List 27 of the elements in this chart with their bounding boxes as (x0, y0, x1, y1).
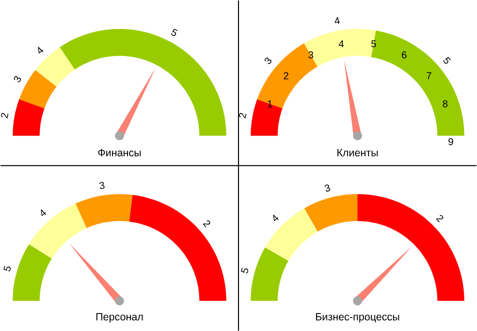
text: 2 (284, 72, 288, 80)
slice-label: 3 (264, 57, 272, 64)
slice-label: 5 (171, 28, 178, 36)
text: 7 (426, 72, 432, 80)
text: Финансы (98, 148, 141, 156)
slice-label: 4 (40, 209, 46, 216)
slice-label: 5 (3, 266, 11, 272)
slice-label: 2 (1, 112, 8, 118)
slice-label: 5 (240, 268, 248, 274)
text: 4 (338, 40, 344, 48)
text: Клиенты (337, 148, 378, 156)
text: 9 (448, 138, 454, 146)
slice-label: 4 (334, 16, 340, 24)
slice-label: 2 (436, 214, 444, 222)
slice-label: 4 (273, 214, 279, 222)
slice-label: 3 (99, 182, 105, 189)
text: Персонал (96, 313, 143, 322)
slice-label: 4 (38, 46, 44, 54)
slice-label: 5 (443, 56, 451, 64)
slice-label: 3 (324, 184, 330, 192)
slice-label: 2 (239, 112, 246, 118)
text: 6 (402, 51, 406, 58)
slice-label: 3 (14, 76, 21, 82)
text: 8 (442, 100, 448, 108)
slice-label: 2 (202, 220, 210, 228)
text: 1 (268, 100, 272, 108)
text: Бизнес-процессы (316, 313, 400, 322)
